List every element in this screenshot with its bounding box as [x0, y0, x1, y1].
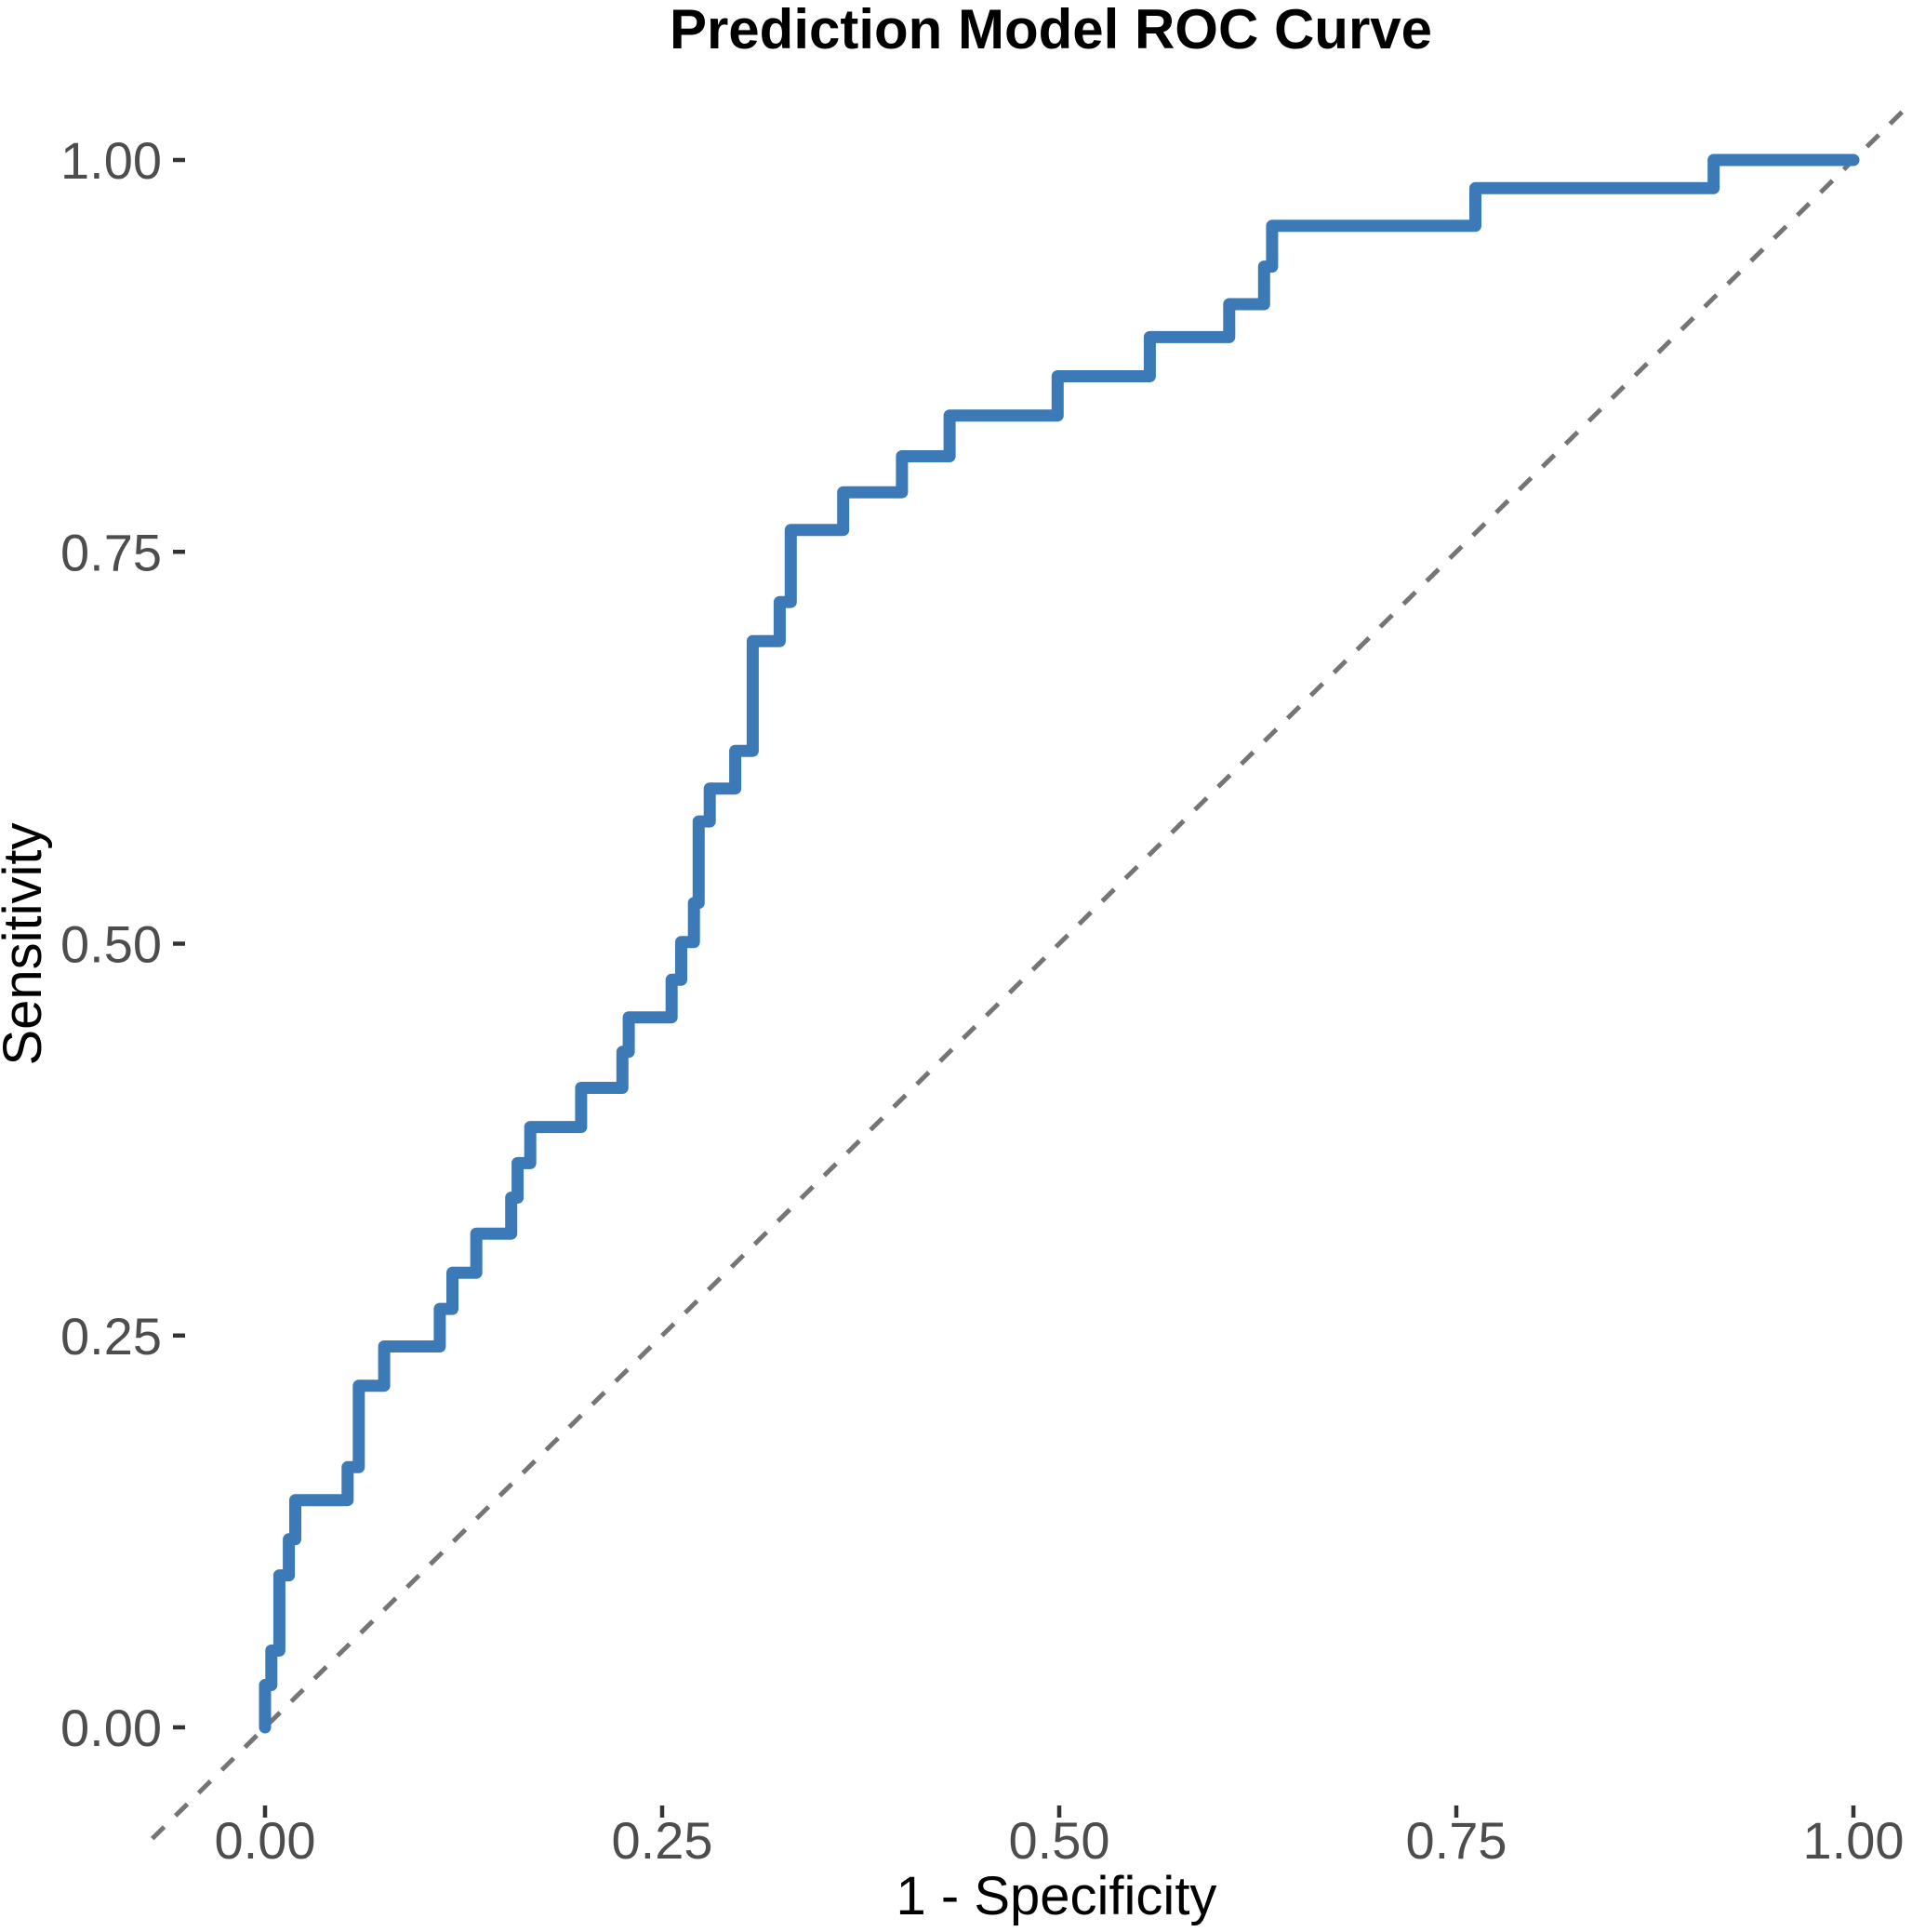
roc-curve-path [259, 153, 1860, 1734]
x-axis-title: 1 - Specificity [896, 1866, 1217, 1926]
chance-diagonal-line [150, 103, 1911, 1841]
y-axis-tick-label: 1.00 [60, 131, 162, 190]
x-axis-tick-label: 0.00 [215, 1811, 316, 1870]
chart-title: Prediction Model ROC Curve [670, 0, 1432, 60]
x-axis-tick-label: 0.75 [1406, 1811, 1507, 1870]
reference-diagonal-layer [150, 103, 1911, 1841]
x-axis-tick-label: 0.50 [1009, 1811, 1110, 1870]
y-axis-tick-label: 0.75 [60, 523, 162, 581]
x-axis-tick-label: 0.25 [612, 1811, 713, 1870]
y-axis-tick-label: 0.00 [60, 1699, 162, 1757]
y-axis-tick-label: 0.25 [60, 1307, 162, 1366]
roc-curve-layer [259, 153, 1860, 1734]
y-axis-tick-label: 0.50 [60, 915, 162, 974]
axis-ticks-layer: 0.00 0.25 0.50 0.75 1.00 0.00 0.25 0.50 0.75 1.00 [60, 131, 1905, 1870]
y-axis-title: Sensitivity [0, 822, 53, 1065]
x-axis-tick-label: 1.00 [1803, 1811, 1905, 1870]
